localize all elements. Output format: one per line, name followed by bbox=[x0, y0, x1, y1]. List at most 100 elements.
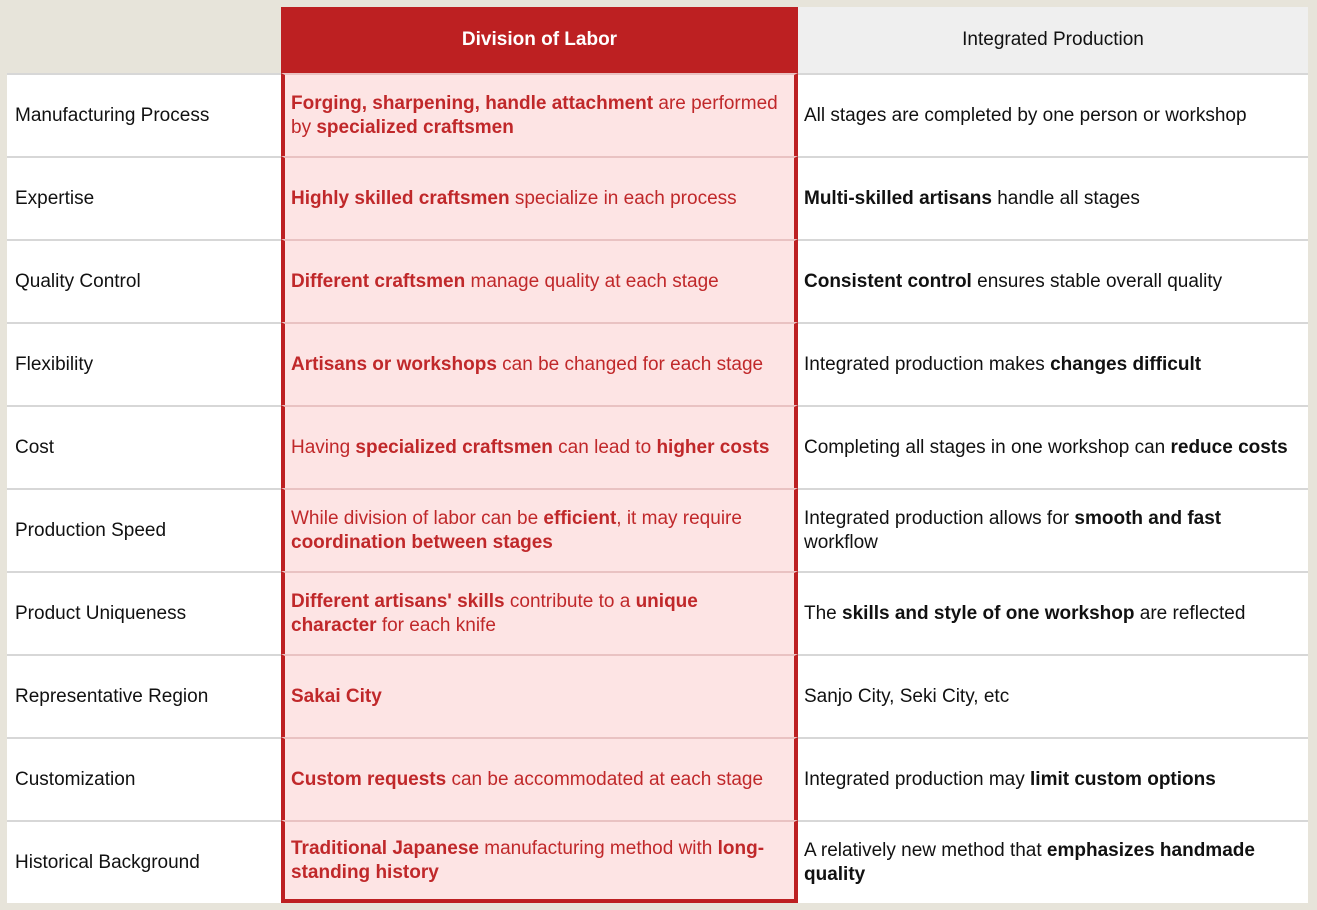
text-segment: contribute to a bbox=[504, 590, 636, 612]
division-cell-manufacturing-process: Forging, sharpening, handle attachment a… bbox=[281, 73, 798, 156]
bold-text-segment: specialized craftsmen bbox=[355, 436, 553, 458]
text-segment: are performed by bbox=[291, 92, 778, 138]
row-label-customization: Customization bbox=[7, 737, 281, 820]
text-segment: specialize in each process bbox=[509, 187, 737, 209]
text-segment: for each knife bbox=[376, 614, 496, 636]
text-segment: can be accommodated at each stage bbox=[446, 768, 764, 790]
text-segment: handle all stages bbox=[991, 187, 1140, 209]
bold-text-segment: reduce costs bbox=[1170, 436, 1288, 458]
row-label-quality-control: Quality Control bbox=[7, 239, 281, 322]
integrated-cell-manufacturing-process: All stages are completed by one person o… bbox=[798, 73, 1308, 156]
integrated-cell-production-speed: Integrated production allows for smooth … bbox=[798, 488, 1308, 571]
integrated-cell-customization: Integrated production may limit custom o… bbox=[798, 737, 1308, 820]
bold-text-segment: emphasizes handmade quality bbox=[804, 839, 1255, 885]
division-text: Sakai City bbox=[291, 685, 382, 709]
bold-text-segment: coordination between stages bbox=[291, 531, 553, 553]
division-cell-cost: Having specialized craftsmen can lead to… bbox=[281, 405, 798, 488]
row-label-flexibility: Flexibility bbox=[7, 322, 281, 405]
division-text: Custom requests can be accommodated at e… bbox=[291, 768, 763, 792]
division-cell-historical-background: Traditional Japanese manufacturing metho… bbox=[281, 820, 798, 903]
integrated-text: Sanjo City, Seki City, etc bbox=[804, 685, 1009, 709]
comparison-table: Division of Labor Integrated Production … bbox=[7, 7, 1308, 903]
integrated-text: Integrated production may limit custom o… bbox=[804, 768, 1216, 792]
bold-text-segment: smooth and fast bbox=[1074, 507, 1222, 529]
text-segment: A relatively new method that bbox=[804, 839, 1047, 861]
text-segment: While division of labor can be bbox=[291, 507, 544, 529]
integrated-text: Integrated production makes changes diff… bbox=[804, 353, 1201, 377]
text-segment: are reflected bbox=[1134, 602, 1246, 624]
bold-text-segment: higher costs bbox=[656, 436, 770, 458]
division-cell-flexibility: Artisans or workshops can be changed for… bbox=[281, 322, 798, 405]
bold-text-segment: Multi-skilled artisans bbox=[804, 187, 992, 209]
row-label-cost: Cost bbox=[7, 405, 281, 488]
text-segment: workflow bbox=[804, 531, 878, 553]
bold-text-segment: Traditional Japanese bbox=[291, 837, 479, 859]
bold-text-segment: changes difficult bbox=[1050, 353, 1202, 375]
integrated-text: The skills and style of one workshop are… bbox=[804, 602, 1245, 626]
integrated-cell-historical-background: A relatively new method that emphasizes … bbox=[798, 820, 1308, 903]
division-cell-representative-region: Sakai City bbox=[281, 654, 798, 737]
text-segment: Integrated production may bbox=[804, 768, 1031, 790]
integrated-cell-quality-control: Consistent control ensures stable overal… bbox=[798, 239, 1308, 322]
division-text: Highly skilled craftsmen specialize in e… bbox=[291, 187, 737, 211]
row-label-production-speed: Production Speed bbox=[7, 488, 281, 571]
text-segment: ensures stable overall quality bbox=[971, 270, 1223, 292]
row-label-representative-region: Representative Region bbox=[7, 654, 281, 737]
bold-text-segment: efficient bbox=[543, 507, 617, 529]
bold-text-segment: skills and style of one workshop bbox=[842, 602, 1135, 624]
division-text: Forging, sharpening, handle attachment a… bbox=[291, 92, 786, 140]
text-segment: Integrated production allows for bbox=[804, 507, 1075, 529]
text-segment: manufacturing method with bbox=[478, 837, 718, 859]
integrated-cell-flexibility: Integrated production makes changes diff… bbox=[798, 322, 1308, 405]
division-cell-expertise: Highly skilled craftsmen specialize in e… bbox=[281, 156, 798, 239]
text-segment: All stages are completed by one person o… bbox=[804, 104, 1247, 126]
bold-text-segment: specialized craftsmen bbox=[316, 116, 514, 138]
bold-text-segment: Custom requests bbox=[291, 768, 447, 790]
integrated-text: Integrated production allows for smooth … bbox=[804, 507, 1300, 555]
bold-text-segment: unique character bbox=[291, 590, 698, 636]
division-cell-customization: Custom requests can be accommodated at e… bbox=[281, 737, 798, 820]
header-integrated-production: Integrated Production bbox=[798, 7, 1308, 73]
division-text: Different craftsmen manage quality at ea… bbox=[291, 270, 719, 294]
text-segment: Having bbox=[291, 436, 356, 458]
bold-text-segment: Consistent control bbox=[804, 270, 972, 292]
integrated-cell-cost: Completing all stages in one workshop ca… bbox=[798, 405, 1308, 488]
text-segment: can lead to bbox=[552, 436, 657, 458]
bold-text-segment: Forging, sharpening, handle attachment bbox=[291, 92, 654, 114]
integrated-cell-representative-region: Sanjo City, Seki City, etc bbox=[798, 654, 1308, 737]
text-segment: The bbox=[804, 602, 843, 624]
integrated-text: Completing all stages in one workshop ca… bbox=[804, 436, 1288, 460]
text-segment: Sanjo City, Seki City, etc bbox=[804, 685, 1010, 707]
division-cell-production-speed: While division of labor can be efficient… bbox=[281, 488, 798, 571]
text-segment: Completing all stages in one workshop ca… bbox=[804, 436, 1171, 458]
header-division-of-labor: Division of Labor bbox=[281, 7, 798, 73]
bold-text-segment: Highly skilled craftsmen bbox=[291, 187, 510, 209]
bold-text-segment: limit custom options bbox=[1030, 768, 1216, 790]
division-text: Traditional Japanese manufacturing metho… bbox=[291, 837, 786, 885]
bold-text-segment: Different artisans' skills bbox=[291, 590, 505, 612]
division-cell-quality-control: Different craftsmen manage quality at ea… bbox=[281, 239, 798, 322]
text-segment: Integrated production makes bbox=[804, 353, 1051, 375]
bold-text-segment: Sakai City bbox=[291, 685, 382, 707]
integrated-text: Multi-skilled artisans handle all stages bbox=[804, 187, 1140, 211]
integrated-text: Consistent control ensures stable overal… bbox=[804, 270, 1222, 294]
text-segment: can be changed for each stage bbox=[496, 353, 764, 375]
division-text: Different artisans' skills contribute to… bbox=[291, 590, 786, 638]
division-cell-product-uniqueness: Different artisans' skills contribute to… bbox=[281, 571, 798, 654]
row-label-historical-background: Historical Background bbox=[7, 820, 281, 903]
integrated-text: All stages are completed by one person o… bbox=[804, 104, 1247, 128]
row-label-expertise: Expertise bbox=[7, 156, 281, 239]
row-label-product-uniqueness: Product Uniqueness bbox=[7, 571, 281, 654]
text-segment: , it may require bbox=[616, 507, 742, 529]
integrated-cell-expertise: Multi-skilled artisans handle all stages bbox=[798, 156, 1308, 239]
integrated-text: A relatively new method that emphasizes … bbox=[804, 839, 1300, 887]
division-text: Artisans or workshops can be changed for… bbox=[291, 353, 763, 377]
integrated-cell-product-uniqueness: The skills and style of one workshop are… bbox=[798, 571, 1308, 654]
division-text: Having specialized craftsmen can lead to… bbox=[291, 436, 769, 460]
division-text: While division of labor can be efficient… bbox=[291, 507, 786, 555]
row-label-manufacturing-process: Manufacturing Process bbox=[7, 73, 281, 156]
bold-text-segment: long-standing history bbox=[291, 837, 765, 883]
bold-text-segment: Artisans or workshops bbox=[291, 353, 497, 375]
text-segment: manage quality at each stage bbox=[465, 270, 719, 292]
corner-cell bbox=[7, 7, 281, 73]
